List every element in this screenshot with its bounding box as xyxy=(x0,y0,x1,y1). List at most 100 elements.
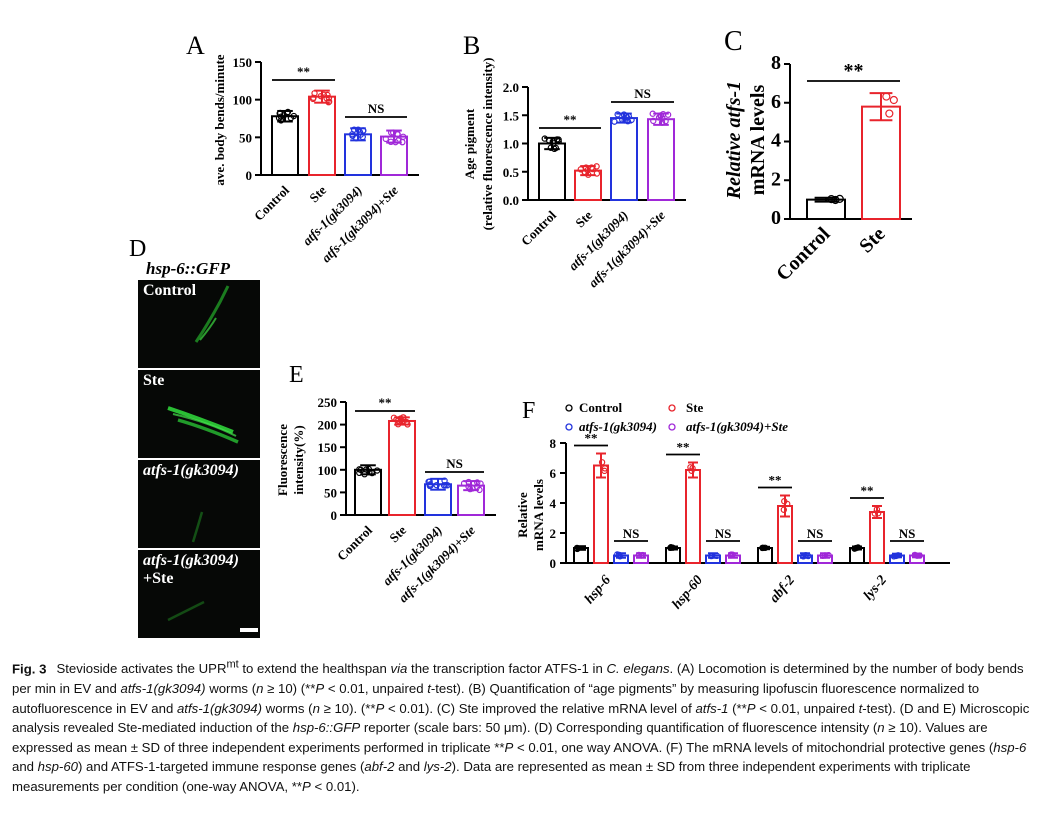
panel-f-bar xyxy=(685,469,701,564)
panel-c-ytick-label: 6 xyxy=(771,91,781,113)
panel-a-data-point xyxy=(290,112,298,120)
panel-e-data-point xyxy=(356,466,363,473)
panel-f-ytick-label: 2 xyxy=(550,526,557,541)
panel-e-data-point xyxy=(368,468,375,476)
panel-f-data-point xyxy=(727,552,735,559)
panel-c-ytick-label: 8 xyxy=(771,52,781,74)
panel-a-data-point xyxy=(277,109,284,117)
worm-image-ste xyxy=(167,406,239,444)
panel-a-data-point xyxy=(359,133,366,141)
panel-b-data-point xyxy=(624,117,632,125)
panel-f-data-point xyxy=(874,510,882,517)
panel-e-ytick-label: 200 xyxy=(318,418,338,433)
panel-f-x-label: abf-2 xyxy=(767,573,798,606)
panel-e-letter: E xyxy=(289,362,304,388)
panel-a-x-label: Ste xyxy=(306,182,329,205)
panel-e-ylabel: Fluorescence xyxy=(275,424,290,496)
micrograph-atfs: atfs-1(gk3094) xyxy=(138,460,260,548)
panel-b-data-point xyxy=(552,144,560,152)
panel-b-bar xyxy=(647,118,675,201)
panel-f-data-point xyxy=(713,552,721,560)
panel-b-ytick-label: 1.5 xyxy=(503,108,520,123)
panel-c-data-point xyxy=(882,92,891,101)
panel-a-letter: A xyxy=(186,31,205,60)
panel-f-data-point xyxy=(780,506,788,513)
panel-f-data-point xyxy=(821,552,829,559)
panel-e-bar xyxy=(388,419,416,517)
panel-c-ylabel: mRNA levels xyxy=(747,85,769,196)
panel-e-ytick-label: 150 xyxy=(318,440,338,455)
panel-b-ylabel: (relative fluorescence intensity) xyxy=(480,58,495,231)
panel-c-ytick-label: 2 xyxy=(771,168,781,190)
panel-e-ytick-label: 250 xyxy=(318,395,338,410)
panel-b-data-point xyxy=(628,116,635,124)
worm-image-atfs-ste xyxy=(167,600,205,622)
panel-c-letter: C xyxy=(724,26,743,57)
panel-a-sig-label: NS xyxy=(368,101,385,116)
panel-f-data-point xyxy=(667,544,674,552)
panel-c-x-label: Control xyxy=(772,223,835,286)
panel-b-data-point xyxy=(614,111,621,118)
panel-f-data-point xyxy=(854,544,862,551)
micrograph-label-atfs: atfs-1(gk3094) xyxy=(143,462,239,479)
panel-e-data-point xyxy=(426,482,434,490)
micrograph-control: Control xyxy=(138,280,260,368)
panel-e-x-label: Control xyxy=(334,522,375,563)
panel-b-ylabel: Age pigment xyxy=(462,108,477,179)
panel-b-data-point xyxy=(662,117,669,125)
panel-e-data-point xyxy=(474,479,481,486)
micrograph-label-atfs-ste-line2: +Ste xyxy=(143,570,174,587)
panel-e-data-point xyxy=(465,478,472,486)
panel-e-bar xyxy=(354,468,382,516)
panel-d-title: hsp-6::GFP xyxy=(146,259,231,278)
panel-b-data-point xyxy=(622,112,630,119)
panel-e-data-point xyxy=(466,485,474,493)
panel-f-x-label: hsp-60 xyxy=(670,573,706,612)
panel-f-data-point xyxy=(761,544,769,552)
panel-f-ytick-label: 4 xyxy=(550,496,557,511)
panel-a-data-point xyxy=(392,138,399,146)
panel-a-sig-label: ** xyxy=(297,64,310,79)
panel-c-x-label: Ste xyxy=(855,223,889,257)
panel-f-data-point xyxy=(890,553,898,560)
panel-e-data-point xyxy=(366,469,373,476)
panel-e-data-point xyxy=(397,415,404,422)
panel-f-data-point xyxy=(759,544,767,551)
panel-a-ytick-label: 100 xyxy=(233,93,253,108)
panel-b-data-point xyxy=(657,112,664,119)
panel-a-data-point xyxy=(324,91,331,99)
figure-caption: Fig. 3 Stevioside activates the UPRmt to … xyxy=(12,656,1046,797)
panel-e-data-point xyxy=(426,478,433,485)
panel-e-data-point xyxy=(403,418,410,426)
panel-a-ylabel: ave. body bends/minute xyxy=(212,54,227,185)
panel-a-ytick-label: 0 xyxy=(246,168,253,183)
panel-f-sig-label: ** xyxy=(861,483,874,498)
panel-a-data-point xyxy=(310,94,317,101)
panel-f-data-point xyxy=(601,467,608,475)
panel-f-data-point xyxy=(638,552,645,559)
panel-c-ytick-label: 0 xyxy=(771,207,781,229)
panel-f-data-point xyxy=(601,465,609,472)
panel-b-sig-label: ** xyxy=(564,112,577,127)
panel-a-data-point xyxy=(317,92,325,100)
panel-b-data-point xyxy=(649,110,656,117)
panel-f-legend-label: atfs-1(gk3094)+Ste xyxy=(686,419,788,434)
panel-f-data-point xyxy=(873,506,881,513)
panel-b-data-point xyxy=(611,118,618,125)
panel-f-data-point xyxy=(687,464,694,471)
panel-e-ytick-label: 0 xyxy=(331,508,338,523)
panel-e-data-point xyxy=(400,414,407,421)
panel-a-data-point xyxy=(325,98,333,105)
panel-b-bar xyxy=(610,117,638,201)
panel-e-data-point xyxy=(441,477,448,484)
panel-f-data-point xyxy=(819,552,826,559)
panel-f-data-point xyxy=(614,551,621,558)
panel-a-ytick-label: 150 xyxy=(233,55,253,70)
panel-c-bar xyxy=(861,105,901,220)
caption-text: Stevioside activates the UPRmt to extend… xyxy=(12,659,1030,794)
panel-a-data-point xyxy=(354,126,362,133)
panel-f-data-point xyxy=(781,498,788,505)
panel-e-data-point xyxy=(476,486,483,494)
panel-f-ytick-label: 8 xyxy=(550,436,557,451)
